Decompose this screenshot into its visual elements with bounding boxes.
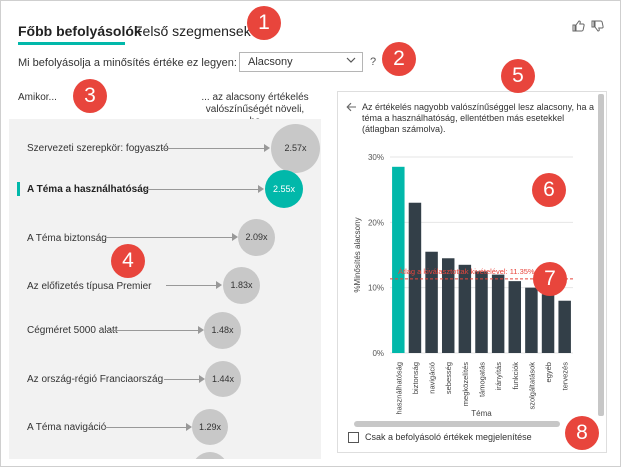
influence-bubble: 2.57x — [271, 124, 320, 173]
influencer-label: Cégméret 5000 alatt — [27, 325, 118, 336]
influencer-row[interactable]: Az ország-régió Franciaország 1.44x — [9, 359, 321, 399]
influencer-label: A Téma navigáció — [27, 422, 107, 433]
bar — [525, 287, 538, 353]
help-icon[interactable]: ? — [370, 56, 377, 68]
detail-panel: Az értékelés nagyobb valószínűséggel les… — [337, 91, 607, 453]
influencer-label: Az ország-régió Franciaország — [27, 374, 164, 385]
influencer-row[interactable]: Szervezeti szerepkör: fogyasztó 2.57x — [9, 124, 321, 173]
callout-badge: 3 — [73, 79, 107, 113]
bar — [408, 202, 422, 353]
callout-badge: 1 — [247, 6, 281, 40]
arrow-icon — [198, 326, 204, 334]
influencer-row[interactable]: Az előfizetés típusa Premier 1.83x — [9, 265, 321, 305]
influence-bubble: 2.09x — [238, 219, 275, 256]
influence-bubble: 1.44x — [205, 361, 241, 397]
connector-line — [105, 237, 233, 238]
checkbox[interactable] — [348, 432, 359, 444]
y-tick-label: 30% — [368, 153, 384, 162]
show-only-influencers-checkbox[interactable]: Csak a befolyásoló értékek megjelenítése — [348, 432, 532, 444]
x-tick-label: tervezés — [561, 362, 570, 391]
bar — [392, 166, 405, 353]
arrow-icon — [186, 423, 192, 431]
callout-badge: 5 — [501, 59, 535, 93]
y-tick-label: 0% — [372, 349, 384, 358]
callout-badge: 2 — [382, 42, 416, 76]
x-tick-label: egyéb — [544, 362, 553, 382]
dropdown-value: Alacsony — [248, 56, 293, 68]
influence-bubble: 2.55x — [265, 170, 303, 208]
theme-bar-chart: 0% 10% 20% 30% használhatóság biztonság navigá… — [353, 153, 573, 418]
outcome-dropdown[interactable]: Alacsony — [239, 52, 363, 72]
influencer-label: A Téma a használhatóság — [27, 184, 149, 195]
x-tick-label: megközelítés — [461, 362, 470, 406]
influencer-row[interactable]: A Téma biztonság 2.09x — [9, 217, 321, 257]
bar — [425, 251, 438, 353]
tab-top-segments[interactable]: Felső szegmensek — [134, 23, 251, 39]
x-tick-label: funkciók — [511, 362, 520, 390]
y-tick-label: 20% — [368, 218, 384, 227]
question-label: Mi befolyásolja a minősítés értéke ez le… — [18, 57, 237, 69]
x-tick-label: sebesség — [444, 362, 453, 394]
influencer-row[interactable]: Cégméret 5000 alatt 1.48x — [9, 310, 321, 350]
x-tick-label: használhatóság — [394, 362, 403, 415]
influencer-row-selected[interactable]: A Téma a használhatóság 2.55x — [9, 169, 321, 209]
callout-badge: 6 — [532, 173, 566, 207]
influence-bubble: 1.83x — [223, 267, 260, 304]
back-arrow-icon[interactable] — [346, 101, 357, 115]
y-tick-label: 10% — [368, 284, 384, 293]
selection-marker — [17, 182, 20, 196]
bar — [441, 258, 455, 353]
callout-badge: 4 — [111, 244, 145, 278]
bar — [541, 294, 555, 353]
bar — [475, 271, 488, 353]
callout-badge: 8 — [565, 416, 599, 450]
tab-key-influencers[interactable]: Főbb befolyásolók — [18, 23, 142, 39]
bar — [458, 264, 472, 353]
arrow-icon — [264, 144, 270, 152]
influence-bubble-partial — [192, 452, 228, 459]
arrow-icon — [258, 185, 264, 193]
feedback-icons — [572, 20, 604, 35]
arrow-icon — [232, 233, 238, 241]
connector-line — [105, 330, 199, 331]
x-axis-label: Téma — [471, 409, 492, 418]
thumbs-up-icon[interactable] — [572, 20, 588, 35]
arrow-icon — [199, 375, 205, 383]
when-column-header: Amikor... — [18, 92, 57, 103]
x-tick-label: biztonság — [411, 362, 420, 394]
x-tick-label: szolgáltatások — [527, 362, 536, 410]
average-line-label: Átlag a kiválasztottak kivételével: 11.3… — [398, 267, 535, 276]
connector-line — [145, 189, 260, 190]
x-tick-label: irányítás — [494, 362, 503, 391]
influencer-list: Szervezeti szerepkör: fogyasztó 2.57x A … — [9, 119, 321, 459]
connector-line — [105, 427, 187, 428]
arrow-icon — [216, 281, 222, 289]
influencer-label: A Téma biztonság — [27, 233, 107, 244]
horizontal-scrollbar[interactable] — [354, 421, 560, 427]
callout-badge: 7 — [533, 262, 567, 296]
bar — [491, 274, 505, 353]
y-axis-label: %Minősítés alacsony — [353, 217, 362, 292]
connector-line — [164, 379, 200, 380]
influence-bubble: 1.29x — [192, 409, 228, 445]
detail-description: Az értékelés nagyobb valószínűséggel les… — [362, 102, 594, 134]
influencer-row[interactable]: A Téma navigáció 1.29x — [9, 407, 321, 447]
connector-line — [166, 285, 217, 286]
thumbs-down-icon[interactable] — [591, 20, 604, 35]
influencer-label: Szervezeti szerepkör: fogyasztó — [27, 143, 169, 154]
influencer-label: Az előfizetés típusa Premier — [27, 281, 152, 292]
influence-bubble: 1.48x — [204, 312, 241, 349]
x-tick-label: támogatás — [478, 362, 487, 397]
x-tick-label: navigáció — [428, 362, 437, 394]
checkbox-label: Csak a befolyásoló értékek megjelenítése — [365, 432, 532, 442]
active-tab-indicator — [18, 42, 125, 45]
bar — [558, 300, 571, 353]
vertical-scrollbar[interactable] — [598, 94, 604, 416]
bar — [508, 281, 522, 353]
chevron-down-icon — [346, 55, 356, 68]
connector-line — [162, 148, 266, 149]
